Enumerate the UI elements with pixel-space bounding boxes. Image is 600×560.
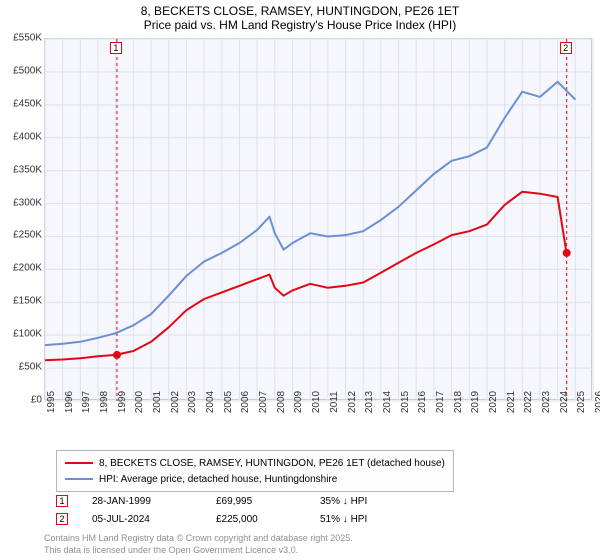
x-tick-label: 2012	[345, 391, 358, 413]
x-tick-label: 2025	[574, 391, 587, 413]
event-2-date: 05-JUL-2024	[92, 514, 192, 525]
x-tick-label: 2002	[168, 391, 181, 413]
y-tick-label: £200K	[2, 263, 42, 274]
x-tick-label: 2021	[504, 391, 517, 413]
chart-container: 8, BECKETS CLOSE, RAMSEY, HUNTINGDON, PE…	[0, 0, 600, 560]
y-tick-label: £50K	[2, 362, 42, 373]
x-tick-label: 2005	[221, 391, 234, 413]
plot-area	[44, 38, 592, 400]
y-tick-label: £150K	[2, 296, 42, 307]
x-tick-label: 2020	[486, 391, 499, 413]
x-tick-label: 2019	[468, 391, 481, 413]
chart-titles: 8, BECKETS CLOSE, RAMSEY, HUNTINGDON, PE…	[0, 0, 600, 32]
x-tick-label: 2010	[309, 391, 322, 413]
x-tick-label: 1999	[115, 391, 128, 413]
x-tick-label: 1998	[97, 391, 110, 413]
event-1-date: 28-JAN-1999	[92, 496, 192, 507]
x-tick-label: 2024	[557, 391, 570, 413]
event-marker-2-icon: 2	[56, 513, 68, 525]
x-tick-label: 2009	[291, 391, 304, 413]
y-tick-label: £300K	[2, 197, 42, 208]
legend-label-price-paid: 8, BECKETS CLOSE, RAMSEY, HUNTINGDON, PE…	[99, 458, 445, 469]
legend-row-price-paid: 8, BECKETS CLOSE, RAMSEY, HUNTINGDON, PE…	[65, 455, 445, 471]
x-tick-label: 2013	[362, 391, 375, 413]
legend-label-hpi: HPI: Average price, detached house, Hunt…	[99, 474, 337, 485]
x-tick-label: 2004	[203, 391, 216, 413]
x-tick-label: 2003	[185, 391, 198, 413]
x-tick-label: 1997	[79, 391, 92, 413]
x-tick-label: 2022	[521, 391, 534, 413]
footer-line1: Contains HM Land Registry data © Crown c…	[44, 532, 353, 544]
event-marker-box: 1	[110, 42, 122, 54]
y-tick-label: £350K	[2, 164, 42, 175]
event-1-price: £69,995	[216, 496, 296, 507]
x-tick-label: 2014	[380, 391, 393, 413]
legend-swatch-price-paid	[65, 462, 93, 464]
x-tick-label: 1996	[62, 391, 75, 413]
event-1-hpi: 35% ↓ HPI	[320, 496, 410, 507]
event-2-hpi: 51% ↓ HPI	[320, 514, 410, 525]
y-tick-label: £250K	[2, 230, 42, 241]
x-tick-label: 2006	[238, 391, 251, 413]
y-tick-label: £550K	[2, 33, 42, 44]
event-row-1: 1 28-JAN-1999 £69,995 35% ↓ HPI	[56, 492, 410, 510]
footer-line2: This data is licensed under the Open Gov…	[44, 544, 353, 556]
event-marker-1-icon: 1	[56, 495, 68, 507]
x-tick-label: 2016	[415, 391, 428, 413]
x-tick-label: 1995	[44, 391, 57, 413]
plot-svg	[45, 39, 591, 399]
x-tick-label: 2026	[592, 391, 600, 413]
y-tick-label: £0	[2, 395, 42, 406]
title-line1: 8, BECKETS CLOSE, RAMSEY, HUNTINGDON, PE…	[0, 4, 600, 18]
x-tick-label: 2023	[539, 391, 552, 413]
footer: Contains HM Land Registry data © Crown c…	[44, 532, 353, 556]
title-line2: Price paid vs. HM Land Registry's House …	[0, 18, 600, 32]
x-tick-label: 2001	[150, 391, 163, 413]
event-2-price: £225,000	[216, 514, 296, 525]
event-table: 1 28-JAN-1999 £69,995 35% ↓ HPI 2 05-JUL…	[56, 492, 410, 528]
x-tick-label: 2018	[451, 391, 464, 413]
y-tick-label: £100K	[2, 329, 42, 340]
y-tick-label: £400K	[2, 131, 42, 142]
x-tick-label: 2008	[274, 391, 287, 413]
legend-row-hpi: HPI: Average price, detached house, Hunt…	[65, 471, 445, 487]
y-tick-label: £500K	[2, 65, 42, 76]
event-row-2: 2 05-JUL-2024 £225,000 51% ↓ HPI	[56, 510, 410, 528]
legend: 8, BECKETS CLOSE, RAMSEY, HUNTINGDON, PE…	[56, 450, 454, 492]
x-tick-label: 2015	[398, 391, 411, 413]
x-tick-label: 2011	[327, 391, 340, 413]
x-tick-label: 2007	[256, 391, 269, 413]
legend-swatch-hpi	[65, 478, 93, 480]
event-marker-box: 2	[560, 42, 572, 54]
y-tick-label: £450K	[2, 98, 42, 109]
x-tick-label: 2000	[132, 391, 145, 413]
x-tick-label: 2017	[433, 391, 446, 413]
